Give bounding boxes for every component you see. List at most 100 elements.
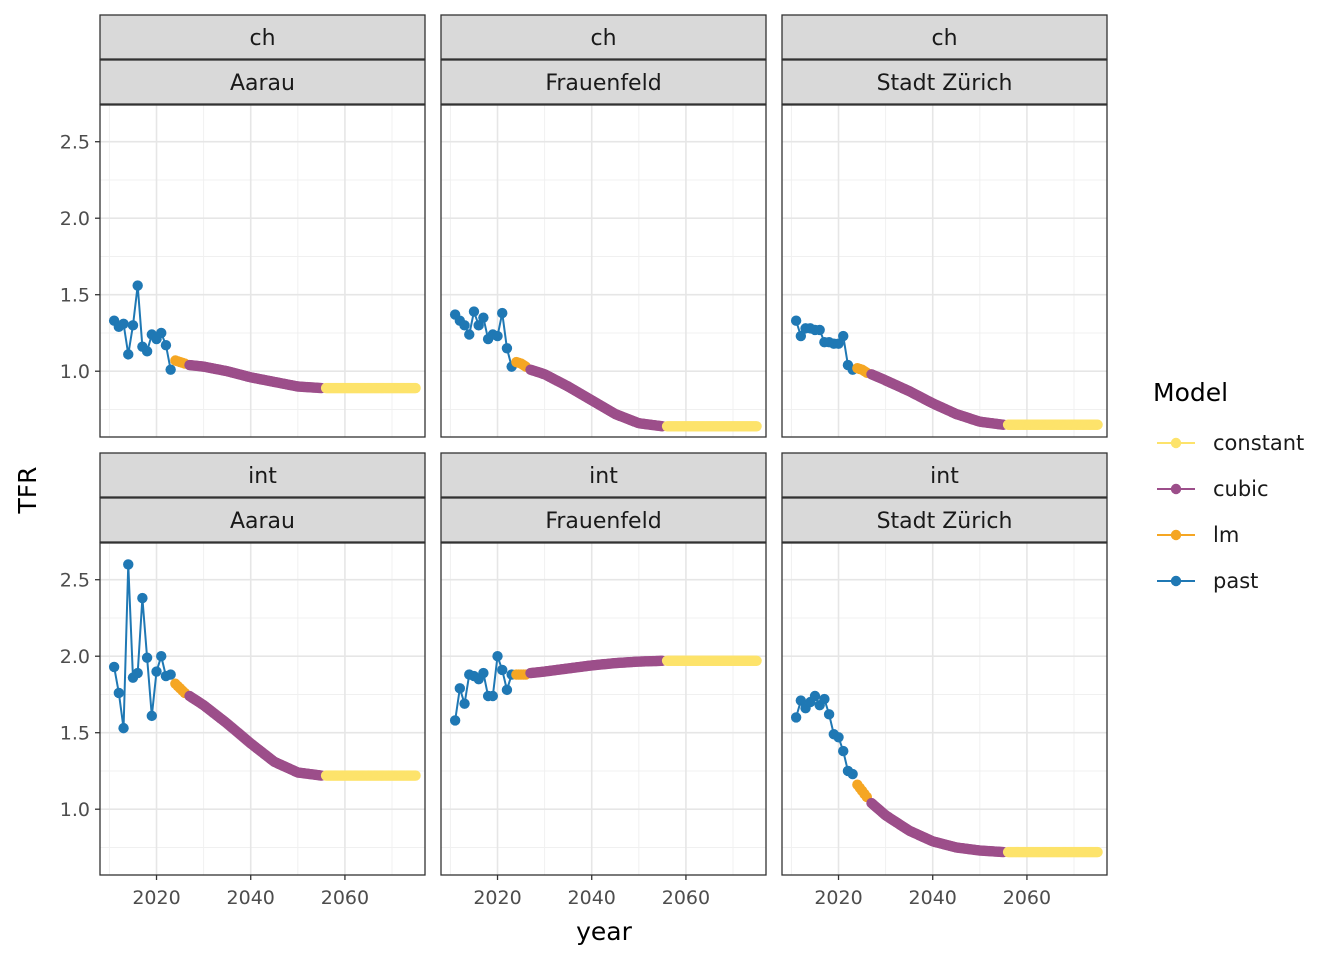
legend-key-point [1170, 575, 1182, 587]
point-past [156, 327, 167, 339]
point-past [127, 320, 139, 331]
strip-bottom-bg [99, 497, 426, 543]
strip-bottom-bg [440, 497, 767, 543]
y-tick-label: 1.0 [60, 361, 90, 383]
plot-background [100, 543, 425, 875]
point-past [847, 768, 858, 780]
point-past [468, 306, 480, 317]
point-past [833, 732, 844, 743]
point-past [478, 667, 489, 679]
point-past [819, 693, 830, 705]
point-past [833, 338, 844, 349]
point-past [165, 669, 176, 680]
strip-bottom-label: Aarau [230, 71, 295, 96]
x-tick-label: 2040 [227, 887, 275, 909]
x-tick-label: 2060 [662, 887, 710, 909]
legend-key-point [1170, 437, 1182, 449]
point-past [132, 667, 143, 679]
point-past [123, 349, 134, 360]
strip-bottom-bg [99, 59, 426, 105]
plot-background [782, 105, 1107, 437]
panel-border [99, 542, 426, 876]
point-constant [751, 655, 762, 667]
strip-bottom-label: Frauenfeld [545, 71, 661, 96]
panel-border [781, 104, 1108, 438]
point-past [497, 307, 508, 319]
x-tick-label: 2020 [132, 887, 180, 909]
point-past [501, 343, 513, 354]
x-tick-label: 2020 [814, 887, 862, 909]
point-past [123, 559, 134, 570]
panel-1: ch Aarau 1.0 1.5 2.0 2.5 [60, 14, 426, 438]
legend-key-point [1170, 529, 1182, 541]
point-past [108, 661, 120, 673]
strip-top-label: int [589, 464, 618, 489]
y-axis-title: TFR [13, 466, 42, 514]
point-past [137, 592, 148, 604]
point-past [459, 320, 470, 331]
point-past [146, 710, 158, 722]
strip-top-bg [99, 452, 426, 498]
strip-bottom-label: Aarau [230, 509, 295, 534]
x-axis-title: year [576, 917, 632, 946]
panel-4: int Aarau 1.0 1.5 2.0 2.5 2020 2040 2060 [60, 452, 426, 909]
panel-2: ch Frauenfeld [440, 14, 767, 438]
point-past [454, 683, 466, 694]
y-tick-label: 1.5 [60, 723, 90, 745]
point-past [151, 666, 162, 677]
strip-bottom-label: Stadt Zürich [877, 71, 1013, 96]
panel-6: int Stadt Zürich 2020 2040 2060 [781, 452, 1108, 909]
x-tick-label: 2020 [473, 887, 521, 909]
point-past [823, 709, 835, 720]
strip-top-bg [781, 452, 1108, 498]
panel-border [440, 542, 767, 876]
x-tick-label: 2060 [1003, 887, 1051, 909]
point-past [795, 330, 807, 342]
point-past [814, 324, 825, 336]
plot-background [441, 543, 766, 875]
point-past [501, 684, 513, 696]
strip-top-label: ch [931, 26, 957, 51]
legend-key-point [1170, 483, 1182, 495]
legend-label-lm: lm [1213, 523, 1239, 547]
point-past [790, 712, 802, 723]
legend-title: Model [1153, 378, 1228, 407]
strip-bottom-bg [781, 497, 1108, 543]
point-past [838, 745, 849, 757]
legend-label-constant: constant [1213, 431, 1304, 455]
legend-label-past: past [1213, 569, 1258, 593]
x-tick-label: 2040 [909, 887, 957, 909]
panel-border [99, 104, 426, 438]
strip-top-bg [99, 14, 426, 60]
point-past [492, 330, 503, 342]
y-tick-label: 2.5 [60, 570, 90, 592]
y-tick-label: 2.0 [60, 646, 90, 668]
point-constant [751, 421, 762, 432]
strip-top-bg [781, 14, 1108, 60]
strip-bottom-bg [440, 59, 767, 105]
strip-top-label: ch [249, 26, 275, 51]
point-past [160, 340, 172, 351]
plot-background [782, 543, 1107, 875]
y-tick-label: 1.0 [60, 799, 90, 821]
strip-top-bg [440, 452, 767, 498]
point-constant [1092, 846, 1103, 858]
point-past [492, 651, 503, 662]
strip-top-bg [440, 14, 767, 60]
strip-bottom-bg [781, 59, 1108, 105]
plot-background [441, 105, 766, 437]
panel-border [781, 542, 1108, 876]
point-past [141, 346, 153, 357]
point-past [141, 652, 153, 663]
point-past [809, 690, 821, 702]
y-tick-label: 2.5 [60, 132, 90, 154]
strip-top-label: ch [590, 26, 616, 51]
strip-top-label: int [248, 464, 277, 489]
point-past [156, 651, 167, 662]
point-past [449, 715, 461, 726]
point-past [790, 315, 802, 326]
strip-bottom-label: Frauenfeld [545, 509, 661, 534]
point-past [497, 664, 508, 676]
